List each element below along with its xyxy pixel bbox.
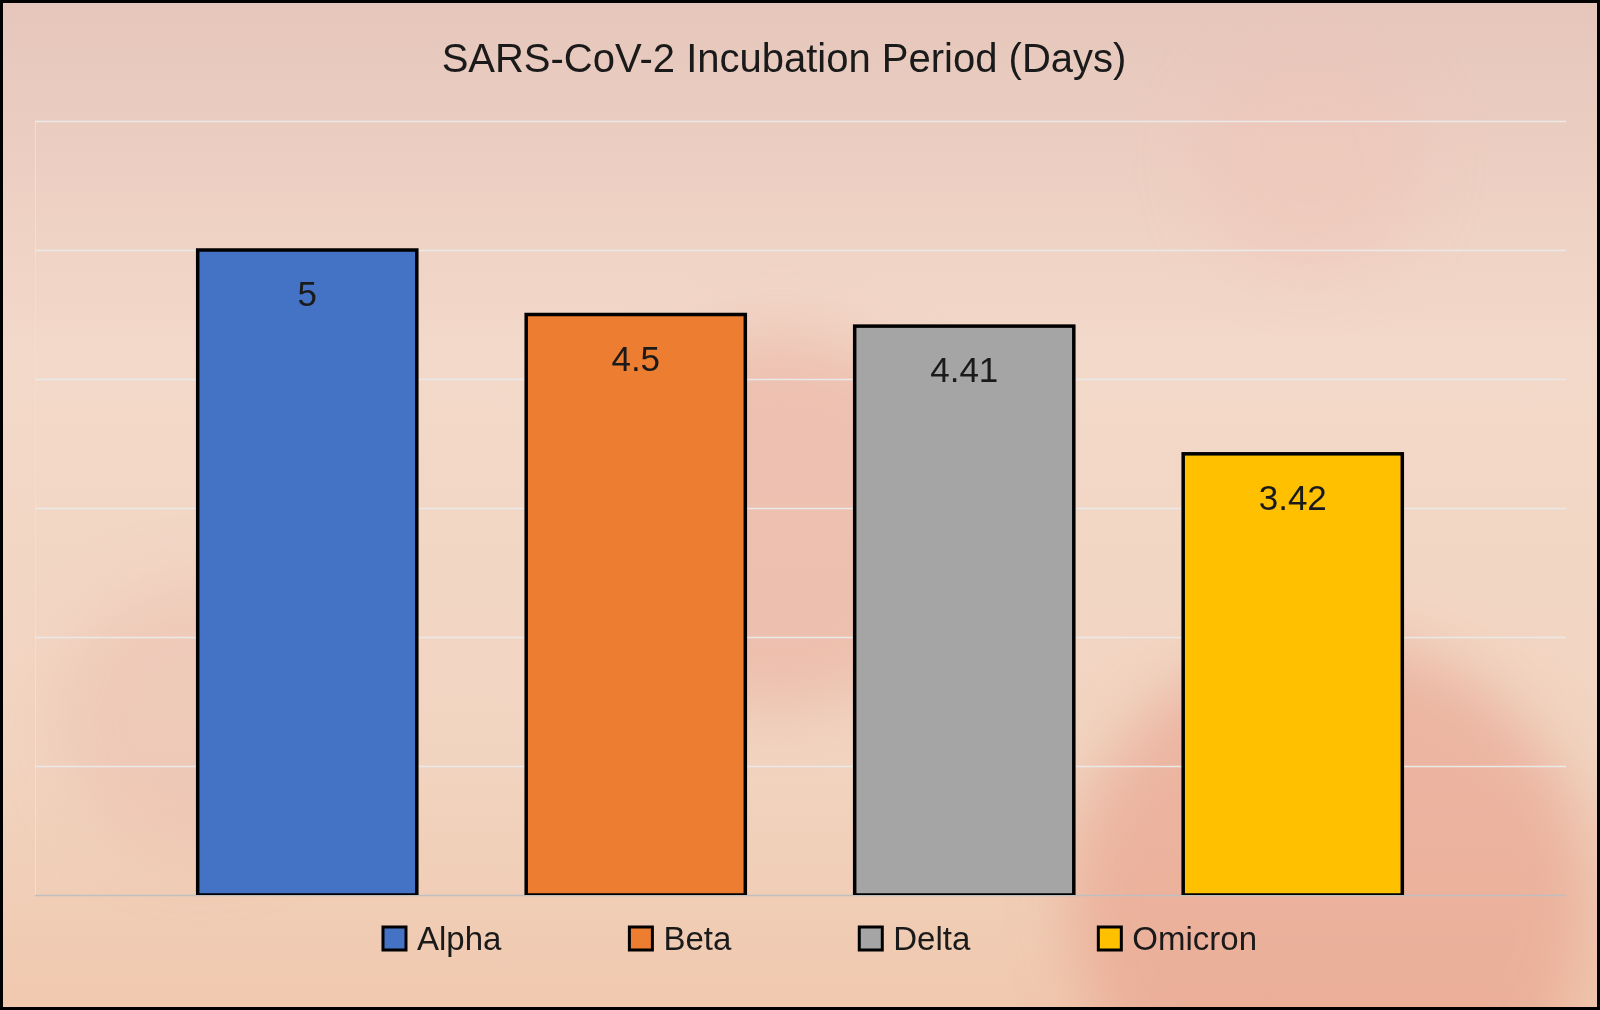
legend-item: Beta: [629, 920, 732, 957]
bar: [198, 250, 417, 895]
legend-swatch: [1098, 927, 1121, 950]
decoration: [1200, 50, 1420, 270]
legend: Alpha Beta Delta Omicron: [383, 920, 1257, 957]
bars: [198, 250, 1403, 895]
bar: [1183, 454, 1402, 895]
background: [0, 0, 1600, 1010]
background-decoration: [60, 50, 1590, 1010]
frame: [2, 2, 1599, 1009]
data-label: 3.42: [1259, 478, 1327, 517]
legend-label: Beta: [663, 920, 732, 957]
legend-item: Delta: [859, 920, 971, 957]
legend-label: Omicron: [1132, 920, 1257, 957]
tick: [35, 121, 1566, 122]
data-label: 5: [298, 274, 317, 313]
data-label: 4.41: [930, 350, 998, 389]
title: SARS-CoV-2 Incubation Period (Days): [442, 36, 1127, 80]
bar: [855, 326, 1074, 895]
legend-label: Alpha: [417, 920, 502, 957]
legend-swatch: [383, 927, 406, 950]
legend-item: Omicron: [1098, 920, 1257, 957]
data-label: 4.5: [611, 339, 660, 378]
legend-item: Alpha: [383, 920, 502, 957]
axis-line: [36, 122, 1567, 896]
grid-line: [35, 121, 1566, 123]
legend-label: Delta: [893, 920, 971, 957]
bar: [526, 315, 745, 896]
tick: [35, 895, 1566, 896]
legend-swatch: [859, 927, 882, 950]
chart: 5 4.5 4.41 3.42 SARS-CoV-2 Incubation Period…: [0, 0, 1600, 1010]
legend-swatch: [629, 927, 652, 950]
y-axis: [35, 122, 1566, 896]
data-labels: 5 4.5 4.41 3.42: [298, 274, 1327, 517]
